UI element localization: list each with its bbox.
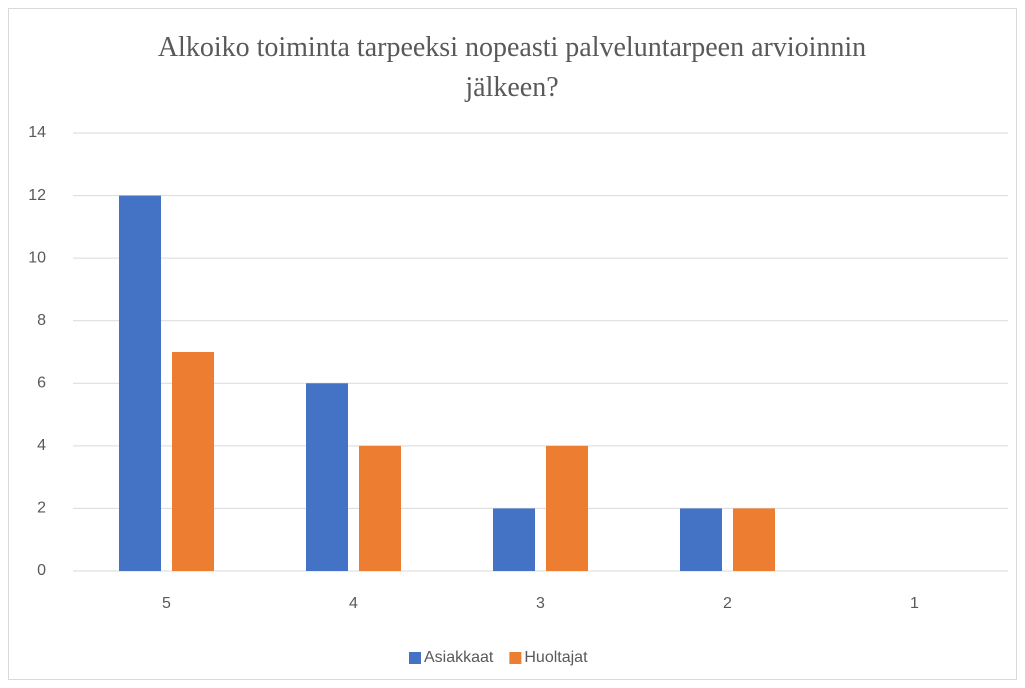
bar (172, 352, 214, 571)
legend-label: Huoltajat (524, 649, 588, 666)
legend-swatch (409, 652, 421, 664)
bar (359, 445, 401, 571)
bar (119, 195, 161, 572)
legend-swatch (509, 652, 522, 664)
y-tick-label: 0 (37, 562, 46, 579)
x-tick-label: 5 (162, 595, 171, 612)
y-tick-label: 14 (28, 124, 46, 141)
x-tick-label: 1 (910, 595, 919, 612)
x-tick-label: 2 (723, 595, 732, 612)
chart-title: Alkoiko toiminta tarpeeksi nopeasti palv… (157, 32, 867, 103)
bar (493, 508, 535, 571)
legend-label: Asiakkaat (424, 649, 494, 666)
x-tick-label: 3 (536, 595, 545, 612)
bar (546, 445, 588, 571)
y-tick-label: 8 (37, 312, 46, 329)
y-tick-label: 10 (28, 249, 46, 266)
bar (306, 383, 348, 571)
x-tick-label: 4 (349, 595, 358, 612)
y-tick-label: 6 (37, 375, 46, 392)
bar (680, 508, 722, 571)
y-tick-label: 2 (37, 500, 46, 517)
bar (733, 508, 775, 571)
y-tick-label: 12 (28, 187, 46, 204)
y-tick-label: 4 (37, 437, 46, 454)
